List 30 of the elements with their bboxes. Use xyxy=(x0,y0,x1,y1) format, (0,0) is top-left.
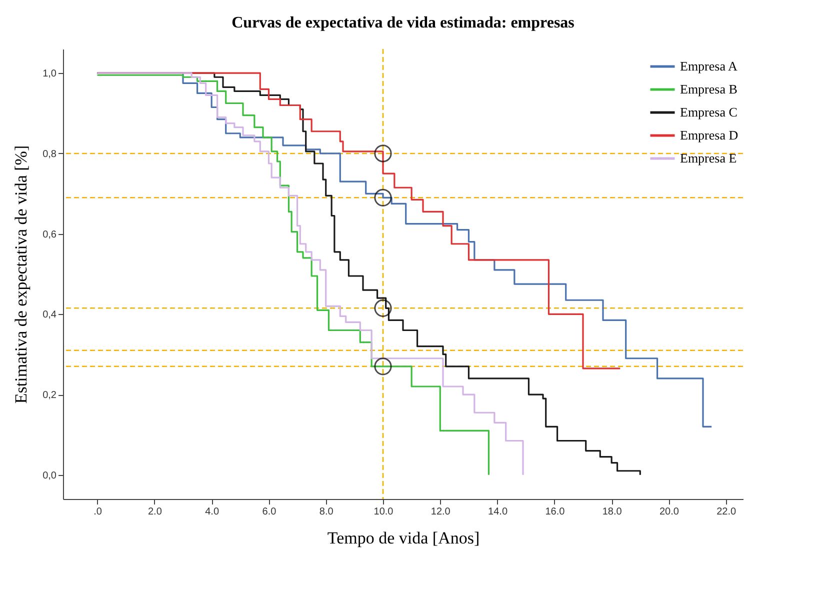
legend-label: Empresa E xyxy=(680,150,737,166)
chart-title: Curvas de expectativa de vida estimada: empresas xyxy=(232,14,574,32)
x-tick-label: 14.0 xyxy=(488,506,508,518)
x-tick-label: 16.0 xyxy=(545,506,566,518)
x-tick-label: 18.0 xyxy=(602,506,622,518)
legend-label: Empresa B xyxy=(680,82,738,96)
x-tick-label: 20.0 xyxy=(659,506,680,518)
y-tick-label: 0,8 xyxy=(42,148,57,160)
legend-label: Empresa C xyxy=(680,104,738,120)
legend-label: Empresa A xyxy=(680,58,738,74)
legend-label: Empresa D xyxy=(680,128,738,142)
x-axis-title: Tempo de vida [Anos] xyxy=(327,528,480,548)
x-tick-label: .0 xyxy=(94,506,102,518)
point xyxy=(374,188,392,206)
x-tick-label: 12.0 xyxy=(430,506,451,518)
x-tick-label: 22.0 xyxy=(716,506,737,518)
point xyxy=(374,358,392,376)
y-tick-label: 1,0 xyxy=(42,68,57,80)
point xyxy=(374,144,392,162)
point xyxy=(374,299,392,317)
y-tick-label: 0,0 xyxy=(42,470,57,482)
y-tick-label: 0,4 xyxy=(42,310,57,321)
x-tick-label: 8.0 xyxy=(319,506,334,518)
x-tick-label: 6.0 xyxy=(262,506,277,518)
x-tick-label: 4.0 xyxy=(205,506,220,518)
y-tick-label: 0,6 xyxy=(42,229,57,240)
y-tick-label: 0,2 xyxy=(42,390,57,402)
y-axis-title: Estimativa de expectativa de vida [%] xyxy=(12,145,31,404)
x-tick-label: 10.0 xyxy=(374,506,394,518)
x-tick-label: 2.0 xyxy=(148,506,162,518)
